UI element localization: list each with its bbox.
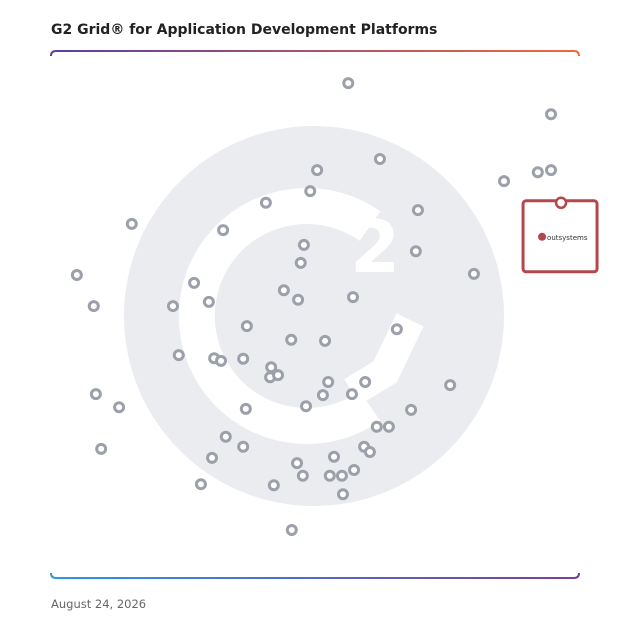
point: [322, 375, 335, 388]
point: [294, 256, 307, 269]
point: [342, 77, 355, 90]
watermark: 2: [124, 126, 504, 506]
point: [95, 442, 108, 455]
frame: [50, 50, 580, 579]
point: [267, 479, 280, 492]
point: [202, 295, 215, 308]
point: [297, 238, 310, 251]
point: [467, 267, 480, 280]
point: [390, 323, 403, 336]
point: [240, 320, 253, 333]
point: [498, 175, 511, 188]
point: [323, 469, 336, 482]
point: [215, 354, 228, 367]
point: [285, 333, 298, 346]
point: [316, 389, 329, 402]
point: [382, 420, 395, 433]
point: [265, 361, 278, 374]
point: [292, 293, 305, 306]
point: [217, 224, 230, 237]
point: [554, 196, 568, 210]
point: [336, 488, 349, 501]
point: [545, 108, 558, 121]
point: [363, 446, 376, 459]
point: [300, 400, 313, 413]
callout-icon: [538, 232, 547, 241]
point: [373, 153, 386, 166]
point: [319, 334, 332, 347]
point: [347, 291, 360, 304]
legend-label: outsystems: [547, 234, 588, 242]
point: [348, 463, 361, 476]
point: [237, 352, 250, 365]
point: [237, 440, 250, 453]
date: August 24, 2026: [51, 597, 146, 611]
point: [125, 217, 138, 230]
point: [304, 185, 317, 198]
point: [70, 268, 83, 281]
point: [259, 196, 272, 209]
point: [405, 403, 418, 416]
point: [545, 164, 558, 177]
point: [335, 469, 348, 482]
point: [328, 450, 341, 463]
svg-text:2: 2: [350, 205, 400, 289]
point: [87, 300, 100, 313]
point: [188, 276, 201, 289]
point: [194, 478, 207, 491]
point: [166, 300, 179, 313]
point: [113, 401, 126, 414]
point: [531, 166, 544, 179]
point: [239, 402, 252, 415]
point: [444, 379, 457, 392]
point: [370, 420, 383, 433]
point: [359, 375, 372, 388]
point: [311, 164, 324, 177]
point: [172, 349, 185, 362]
point: [291, 457, 304, 470]
point: [409, 245, 422, 258]
point: [89, 388, 102, 401]
point: [345, 388, 358, 401]
point: [219, 430, 232, 443]
point: [285, 524, 298, 537]
point: [206, 451, 219, 464]
point: [296, 469, 309, 482]
point: [277, 284, 290, 297]
point: [272, 369, 285, 382]
chart-title: G2 Grid® for Application Development Pla…: [51, 22, 437, 38]
point: [411, 204, 424, 217]
